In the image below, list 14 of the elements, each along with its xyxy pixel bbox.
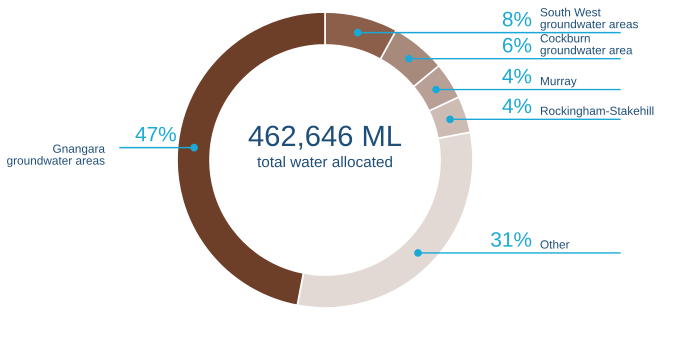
data-label: 4% bbox=[502, 98, 532, 114]
text: total water allocated bbox=[257, 156, 392, 168]
slice-label: South West groundwater areas bbox=[540, 8, 638, 31]
slice-label: Cockburn groundwater area bbox=[540, 34, 633, 57]
slice-label: Gnangara groundwater areas bbox=[7, 144, 106, 168]
data-label: 8% bbox=[502, 12, 532, 27]
slice-label: Murray bbox=[540, 76, 577, 88]
data-label: 31% bbox=[491, 232, 532, 247]
text: 462,646 ML bbox=[248, 126, 402, 150]
data-label: 6% bbox=[502, 38, 532, 53]
data-label: 47% bbox=[135, 126, 176, 142]
slice-label: Rockingham-Stakehill bbox=[540, 106, 654, 118]
slice-label: Other bbox=[540, 240, 570, 249]
data-label: 4% bbox=[502, 68, 532, 84]
